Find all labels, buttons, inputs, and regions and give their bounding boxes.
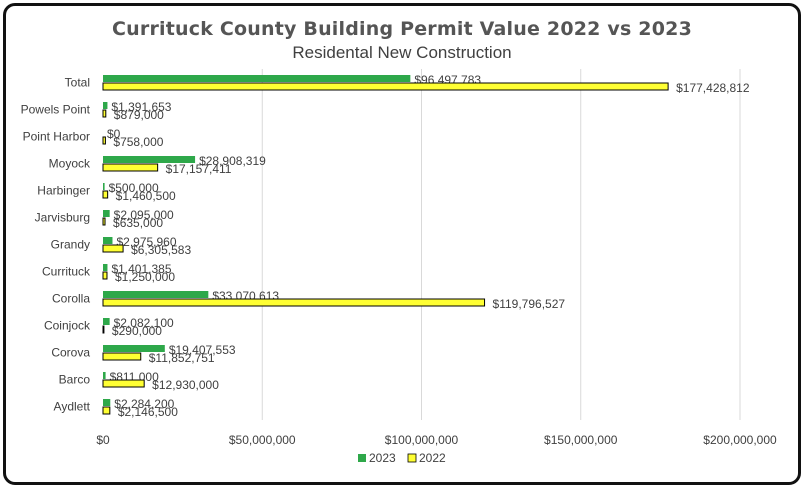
- bar-2023: [103, 264, 108, 271]
- bar-2022: [102, 109, 107, 118]
- bar-2022: [102, 217, 106, 226]
- bar-2023: [103, 102, 108, 109]
- bar-2022: [102, 190, 109, 199]
- category-label: Powels Point: [21, 103, 91, 117]
- x-tick-label: $200,000,000: [703, 433, 777, 447]
- data-label-2022: $6,305,583: [131, 243, 191, 257]
- data-label-2022: $758,000: [113, 135, 163, 149]
- data-label-2022: $290,000: [112, 324, 162, 338]
- data-label-2022: $12,930,000: [152, 378, 219, 392]
- data-label-2022: $119,796,527: [493, 297, 566, 311]
- category-label: Barco: [59, 373, 91, 387]
- data-label-2023: $2,975,960: [116, 235, 176, 249]
- x-tick-label: $150,000,000: [544, 433, 618, 447]
- bar-2023: [103, 75, 411, 82]
- category-label: Total: [65, 76, 90, 90]
- category-label: Harbinger: [37, 184, 90, 198]
- chart-title: Currituck County Building Permit Value 2…: [112, 18, 692, 40]
- data-label-2022: $1,460,500: [116, 189, 176, 203]
- bar-2023: [103, 237, 113, 244]
- chart-subtitle: Residental New Construction: [292, 43, 512, 62]
- bar-2022: [102, 298, 486, 307]
- category-label: Corova: [51, 346, 90, 360]
- data-label-2023: $28,908,319: [199, 154, 266, 168]
- bar-2022: [102, 136, 106, 145]
- bar-2022: [102, 325, 105, 334]
- category-label: Grandy: [51, 238, 90, 252]
- bar-2023: [103, 372, 106, 379]
- data-label-2023: $2,284,200: [114, 397, 174, 411]
- data-label-2023: $500,000: [109, 181, 159, 195]
- bar-2022: [102, 244, 124, 253]
- legend-label-2023: 2023: [369, 451, 396, 465]
- data-label-2022: $11,852,751: [149, 351, 215, 365]
- bar-2022: [102, 82, 669, 91]
- legend-swatch-2023: [358, 454, 366, 462]
- x-tick-label: $100,000,000: [385, 433, 459, 447]
- category-label: Moyock: [49, 157, 91, 171]
- category-label: Aydlett: [54, 400, 91, 414]
- bar-2022: [102, 163, 159, 172]
- bar-2023: [103, 318, 110, 325]
- bar-2022: [102, 379, 145, 388]
- data-label-2022: $2,146,500: [118, 405, 178, 419]
- x-tick-label: $0: [96, 433, 110, 447]
- legend-swatch-2022: [407, 453, 417, 463]
- bar-2023: [103, 291, 209, 298]
- bar-2022: [102, 406, 111, 415]
- data-label-2022: $879,000: [114, 108, 164, 122]
- data-label-2023: $0: [107, 127, 121, 141]
- category-label: Currituck: [42, 265, 91, 279]
- category-label: Coinjock: [44, 319, 91, 333]
- bar-2023: [103, 156, 196, 163]
- bar-2023: [103, 183, 105, 190]
- data-label-2022: $177,428,812: [676, 81, 750, 95]
- category-label: Jarvisburg: [35, 211, 90, 225]
- data-label-2023: $1,401,385: [111, 262, 171, 276]
- bar-2023: [103, 210, 110, 217]
- data-label-2023: $1,391,653: [111, 100, 171, 114]
- x-tick-label: $50,000,000: [229, 433, 296, 447]
- category-label: Corolla: [52, 292, 90, 306]
- legend-label-2022: 2022: [419, 451, 446, 465]
- data-label-2023: $2,082,100: [114, 316, 174, 330]
- bar-2022: [102, 271, 108, 280]
- bar-2023: [103, 345, 165, 352]
- data-label-2023: $2,095,000: [114, 208, 174, 222]
- bar-2023: [103, 399, 111, 406]
- data-label-2022: $17,157,411: [166, 162, 232, 176]
- data-label-2022: $1,250,000: [115, 270, 175, 284]
- data-label-2022: $635,000: [113, 216, 163, 230]
- bar-2022: [102, 352, 142, 361]
- data-label-2023: $19,407,553: [169, 343, 236, 357]
- category-label: Point Harbor: [23, 130, 90, 144]
